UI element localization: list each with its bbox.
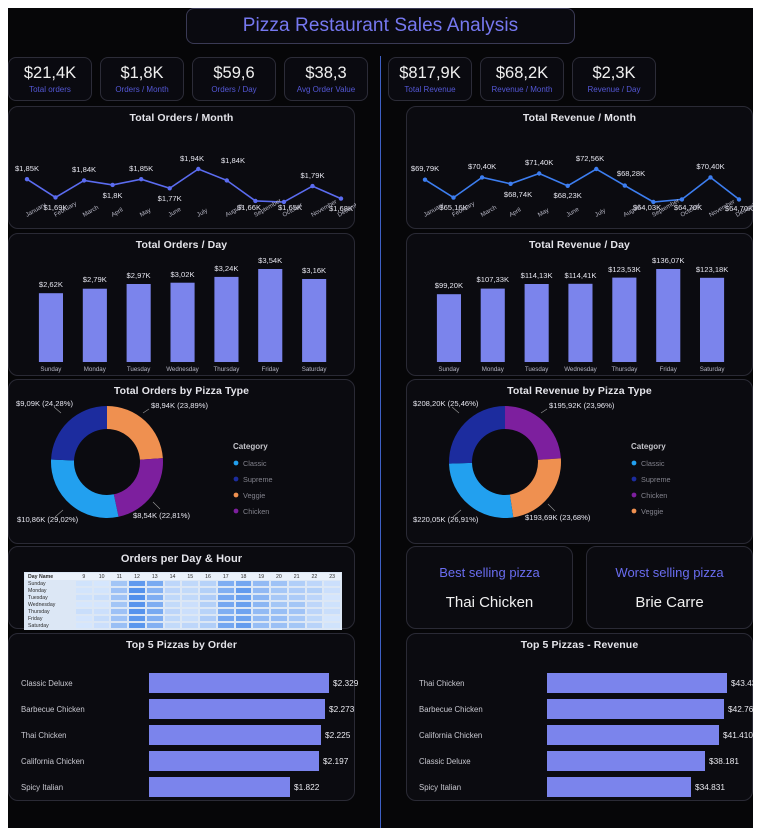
svg-text:$2,97K: $2,97K — [127, 271, 151, 280]
svg-text:Classic: Classic — [243, 459, 267, 468]
svg-text:Tuesday: Tuesday — [525, 366, 549, 373]
svg-text:$136,07K: $136,07K — [652, 256, 685, 265]
svg-text:$10,86K (29,02%): $10,86K (29,02%) — [17, 515, 79, 524]
svg-text:$107,33K: $107,33K — [477, 275, 510, 284]
svg-text:April: April — [110, 206, 124, 218]
svg-text:March: March — [480, 204, 499, 219]
svg-text:Saturday: Saturday — [700, 366, 726, 373]
svg-text:Veggie: Veggie — [243, 491, 265, 500]
svg-text:$1,85K: $1,85K — [15, 164, 39, 173]
svg-text:Monday: Monday — [482, 366, 505, 373]
svg-text:$193,69K (23,68%): $193,69K (23,68%) — [525, 513, 591, 522]
svg-text:$1,79K: $1,79K — [300, 171, 324, 180]
svg-text:$3,54K: $3,54K — [258, 256, 282, 265]
svg-text:$123,53K: $123,53K — [608, 265, 641, 274]
svg-text:Sunday: Sunday — [40, 366, 62, 373]
svg-text:$72,56K: $72,56K — [576, 154, 604, 163]
svg-text:Category: Category — [631, 442, 666, 451]
svg-text:Wednesday: Wednesday — [166, 366, 199, 373]
svg-text:$99,20K: $99,20K — [435, 281, 463, 290]
svg-text:$1,77K: $1,77K — [158, 194, 182, 203]
svg-text:$70,40K: $70,40K — [468, 162, 496, 171]
svg-text:$1,94K: $1,94K — [180, 154, 204, 163]
svg-text:$1,85K: $1,85K — [129, 164, 153, 173]
svg-text:$68,28K: $68,28K — [617, 169, 645, 178]
svg-text:$123,18K: $123,18K — [696, 265, 729, 274]
svg-text:$8,94K (23,89%): $8,94K (23,89%) — [151, 401, 208, 410]
svg-text:$68,23K: $68,23K — [554, 191, 582, 200]
svg-text:Thursday: Thursday — [612, 366, 639, 373]
svg-text:$69,79K: $69,79K — [411, 164, 439, 173]
svg-text:$71,40K: $71,40K — [525, 158, 553, 167]
svg-text:$3,24K: $3,24K — [214, 264, 238, 273]
svg-text:Thursday: Thursday — [214, 366, 241, 373]
svg-text:July: July — [196, 207, 210, 219]
svg-text:Classic: Classic — [641, 459, 665, 468]
svg-text:Wednesday: Wednesday — [564, 366, 597, 373]
svg-text:$114,41K: $114,41K — [565, 271, 597, 280]
svg-text:$1,84K: $1,84K — [221, 156, 245, 165]
svg-text:June: June — [565, 206, 581, 219]
svg-text:$1,8K: $1,8K — [103, 191, 123, 200]
svg-text:$3,16K: $3,16K — [302, 266, 326, 275]
svg-text:$114,13K: $114,13K — [521, 271, 553, 280]
svg-text:$8,54K (22,81%): $8,54K (22,81%) — [133, 511, 190, 520]
svg-text:April: April — [508, 206, 522, 218]
svg-text:Saturday: Saturday — [302, 366, 328, 373]
svg-text:$1,84K: $1,84K — [72, 165, 96, 174]
svg-text:$195,92K (23,96%): $195,92K (23,96%) — [549, 401, 615, 410]
svg-text:$68,74K: $68,74K — [504, 190, 532, 199]
svg-text:Veggie: Veggie — [641, 507, 663, 516]
svg-text:Friday: Friday — [262, 366, 280, 373]
svg-text:Supreme: Supreme — [641, 475, 671, 484]
svg-text:Monday: Monday — [84, 366, 107, 373]
svg-text:July: July — [594, 207, 608, 219]
svg-text:May: May — [537, 206, 551, 218]
svg-text:Chicken: Chicken — [641, 491, 667, 500]
svg-text:$9,09K (24,28%): $9,09K (24,28%) — [16, 399, 73, 408]
svg-text:$70,40K: $70,40K — [696, 162, 724, 171]
svg-text:Friday: Friday — [660, 366, 678, 373]
svg-text:Tuesday: Tuesday — [127, 366, 151, 373]
svg-text:$3,02K: $3,02K — [170, 270, 194, 279]
svg-text:May: May — [139, 206, 153, 218]
svg-text:Supreme: Supreme — [243, 475, 273, 484]
svg-text:Sunday: Sunday — [438, 366, 460, 373]
svg-text:March: March — [82, 204, 101, 219]
svg-text:$208,20K (25,46%): $208,20K (25,46%) — [413, 399, 479, 408]
svg-text:Category: Category — [233, 442, 268, 451]
svg-text:$2,79K: $2,79K — [83, 275, 107, 284]
svg-text:$220,05K (26,91%): $220,05K (26,91%) — [413, 515, 479, 524]
svg-text:June: June — [167, 206, 183, 219]
svg-text:Chicken: Chicken — [243, 507, 269, 516]
svg-text:$2,62K: $2,62K — [39, 280, 63, 289]
